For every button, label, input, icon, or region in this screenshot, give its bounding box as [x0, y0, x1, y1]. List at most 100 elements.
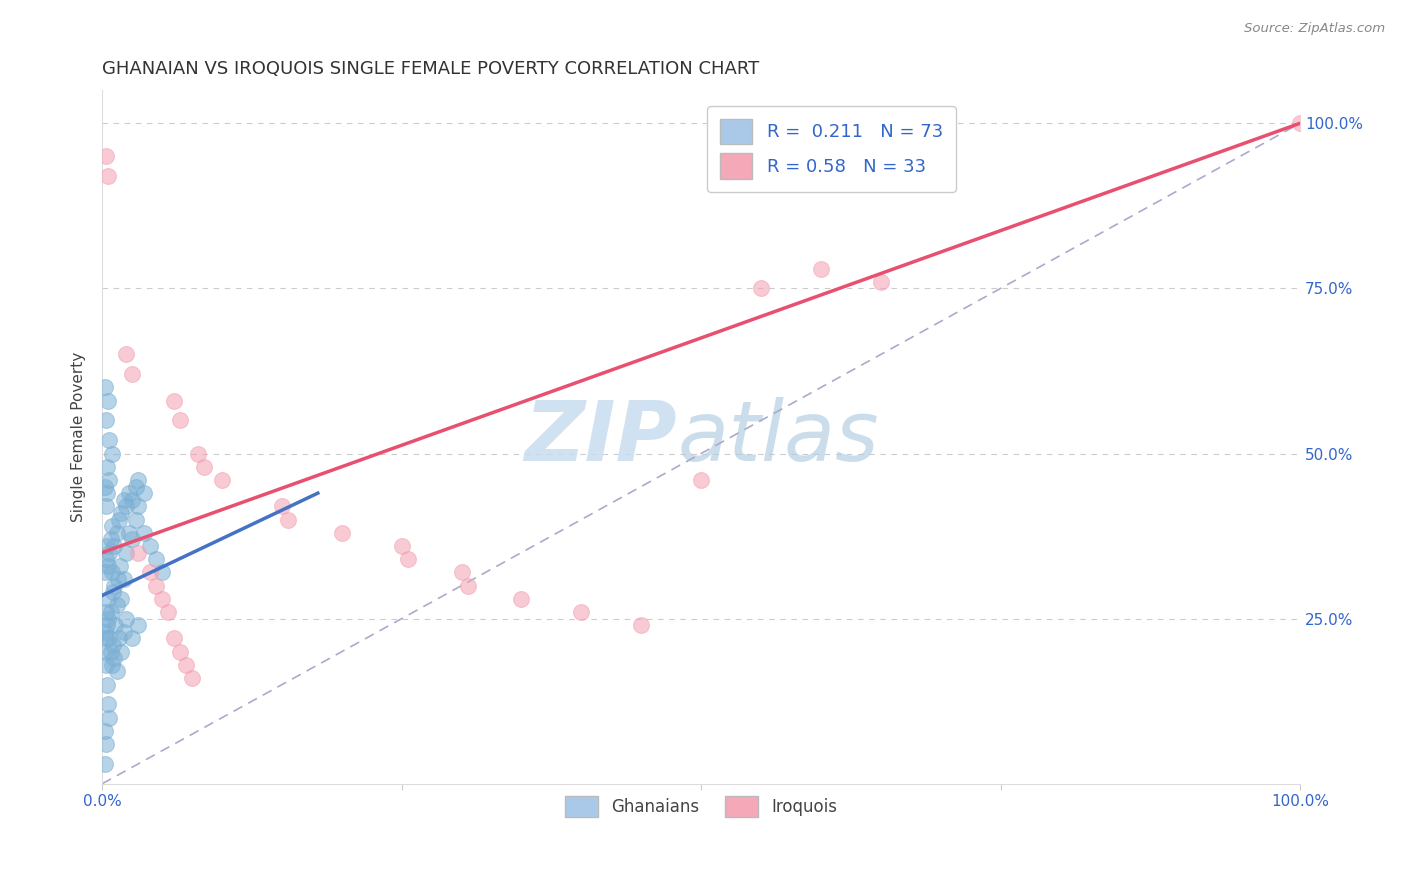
Point — [127, 545, 149, 559]
Point — [169, 645, 191, 659]
Point — [121, 533, 143, 547]
Point — [112, 624, 135, 639]
Point — [127, 618, 149, 632]
Point — [93, 380, 115, 394]
Point — [121, 492, 143, 507]
Point — [193, 459, 215, 474]
Point — [110, 506, 132, 520]
Point — [94, 605, 117, 619]
Point — [134, 525, 156, 540]
Point — [97, 591, 120, 606]
Point — [690, 473, 713, 487]
Text: atlas: atlas — [678, 397, 879, 477]
Point — [103, 539, 125, 553]
Point — [810, 261, 832, 276]
Point — [105, 599, 128, 613]
Point — [150, 591, 173, 606]
Point — [98, 545, 121, 559]
Point — [121, 368, 143, 382]
Point — [510, 591, 533, 606]
Point — [1289, 116, 1312, 130]
Point — [108, 632, 131, 646]
Point — [125, 479, 148, 493]
Point — [93, 645, 115, 659]
Point — [103, 651, 125, 665]
Point — [98, 632, 121, 646]
Point — [457, 579, 479, 593]
Point — [163, 632, 186, 646]
Point — [94, 500, 117, 514]
Point — [115, 347, 138, 361]
Point — [139, 566, 162, 580]
Point — [270, 500, 292, 514]
Point — [121, 632, 143, 646]
Y-axis label: Single Female Poverty: Single Female Poverty — [72, 351, 86, 522]
Point — [105, 665, 128, 679]
Point — [115, 500, 138, 514]
Point — [134, 486, 156, 500]
Point — [101, 638, 124, 652]
Point — [110, 591, 132, 606]
Point — [104, 618, 127, 632]
Point — [101, 446, 124, 460]
Point — [101, 566, 124, 580]
Point — [94, 413, 117, 427]
Point — [97, 558, 120, 573]
Point — [869, 275, 891, 289]
Point — [97, 698, 120, 712]
Point — [97, 169, 120, 183]
Point — [117, 525, 139, 540]
Point — [277, 512, 299, 526]
Point — [112, 572, 135, 586]
Point — [96, 539, 118, 553]
Point — [391, 539, 413, 553]
Point — [101, 657, 124, 672]
Point — [108, 558, 131, 573]
Point — [96, 459, 118, 474]
Point — [101, 519, 124, 533]
Point — [127, 500, 149, 514]
Point — [569, 605, 592, 619]
Point — [97, 612, 120, 626]
Legend: Ghanaians, Iroquois: Ghanaians, Iroquois — [558, 789, 844, 824]
Point — [100, 533, 122, 547]
Point — [105, 525, 128, 540]
Point — [101, 585, 124, 599]
Point — [211, 473, 233, 487]
Point — [96, 618, 118, 632]
Point — [107, 572, 129, 586]
Point — [98, 434, 121, 448]
Point — [93, 479, 115, 493]
Point — [150, 566, 173, 580]
Text: GHANAIAN VS IROQUOIS SINGLE FEMALE POVERTY CORRELATION CHART: GHANAIAN VS IROQUOIS SINGLE FEMALE POVER… — [103, 60, 759, 78]
Point — [108, 512, 131, 526]
Point — [330, 525, 353, 540]
Point — [100, 645, 122, 659]
Point — [749, 281, 772, 295]
Point — [157, 605, 180, 619]
Point — [103, 579, 125, 593]
Point — [94, 657, 117, 672]
Point — [396, 552, 419, 566]
Point — [630, 618, 652, 632]
Point — [117, 486, 139, 500]
Point — [94, 552, 117, 566]
Point — [97, 393, 120, 408]
Point — [450, 566, 472, 580]
Point — [93, 624, 115, 639]
Point — [115, 612, 138, 626]
Point — [93, 566, 115, 580]
Point — [145, 579, 167, 593]
Text: ZIP: ZIP — [524, 397, 678, 477]
Point — [163, 393, 186, 408]
Point — [98, 473, 121, 487]
Point — [94, 737, 117, 751]
Point — [174, 657, 197, 672]
Point — [125, 512, 148, 526]
Point — [93, 756, 115, 771]
Point — [100, 605, 122, 619]
Point — [115, 545, 138, 559]
Point — [110, 645, 132, 659]
Point — [187, 446, 209, 460]
Point — [93, 723, 115, 738]
